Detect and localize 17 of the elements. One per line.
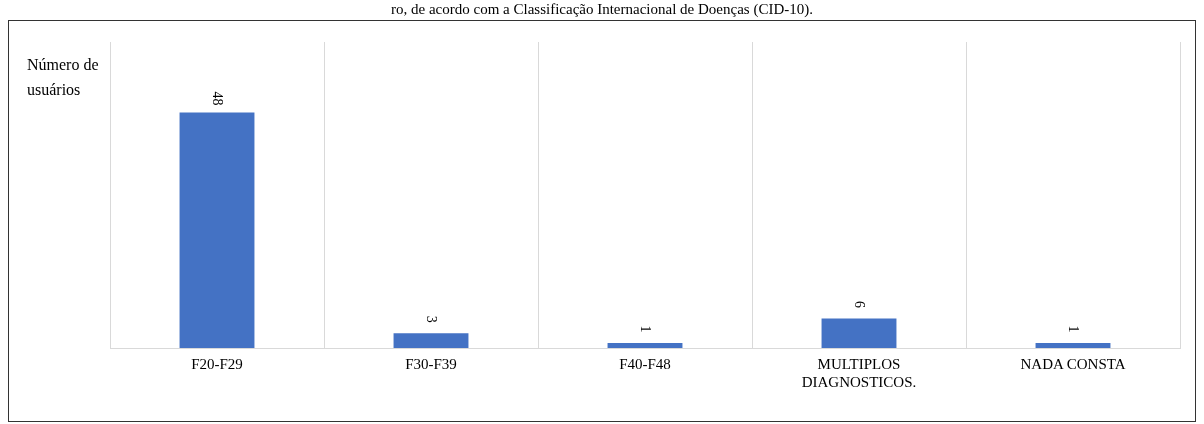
- bar: [179, 112, 255, 348]
- x-tick-label: MULTIPLOS DIAGNOSTICOS.: [801, 355, 917, 390]
- bar: [393, 333, 469, 348]
- chart-title: ro, de acordo com a Classificação Internacional de Doenças (CID-10).: [390, 0, 814, 18]
- data-label: 3: [424, 315, 440, 323]
- x-tick-label: F30-F39: [405, 355, 457, 372]
- x-tick-label: F40-F48: [619, 355, 671, 372]
- data-label: 6: [852, 301, 868, 309]
- data-label: 1: [1066, 325, 1082, 333]
- x-tick-label: NADA CONSTA: [1020, 355, 1126, 372]
- bar: [607, 343, 683, 348]
- bar: [1035, 343, 1111, 348]
- bar: [821, 318, 897, 348]
- y-axis-title: Número de usuários: [27, 55, 100, 100]
- data-label: 1: [638, 325, 654, 333]
- data-label: 48: [210, 91, 226, 106]
- x-tick-label: F20-F29: [191, 355, 243, 372]
